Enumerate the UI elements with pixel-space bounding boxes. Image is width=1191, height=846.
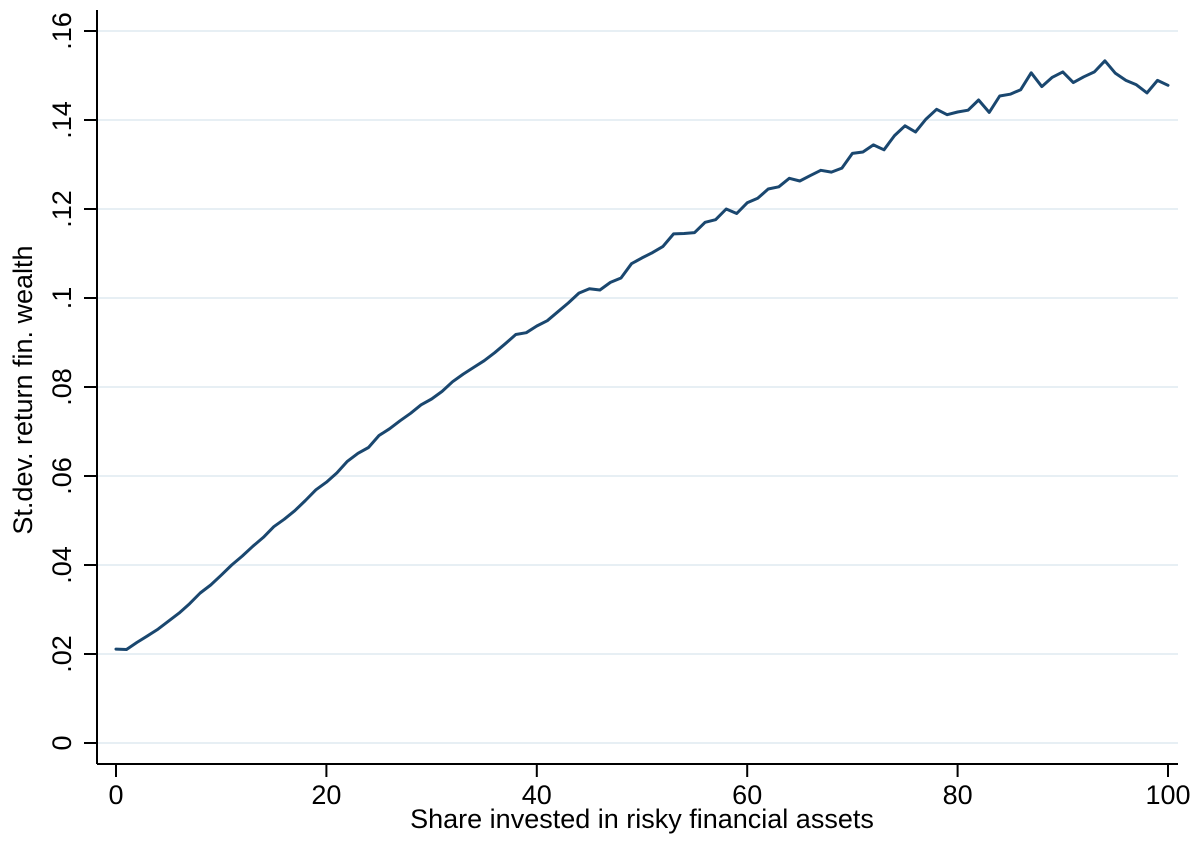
x-tick-label: 20	[311, 780, 341, 810]
y-tick-label: .02	[47, 635, 77, 673]
x-ticks: 0 20 40 60 80 100	[108, 764, 1191, 810]
gridlines	[97, 30, 1178, 744]
y-tick-label: .14	[47, 101, 77, 139]
x-tick-label: 40	[522, 780, 552, 810]
y-tick-label: .08	[47, 368, 77, 406]
y-tick-label: 0	[47, 735, 77, 750]
y-tick-label: .12	[47, 190, 77, 228]
y-tick-label: .16	[47, 12, 77, 50]
y-tick-label: .04	[47, 546, 77, 584]
y-ticks: 0 .02 .04 .06 .08 .1 .12 .14 .16	[47, 12, 97, 751]
y-tick-label: .1	[47, 287, 77, 310]
x-tick-label: 60	[732, 780, 762, 810]
x-axis-title: Share invested in risky financial assets	[410, 804, 874, 834]
x-tick-label: 0	[108, 780, 123, 810]
x-tick-label: 80	[943, 780, 973, 810]
y-tick-label: .06	[47, 457, 77, 495]
y-axis-title: St.dev. return fin. wealth	[8, 245, 38, 534]
series-line	[114, 59, 1170, 651]
x-tick-label: 100	[1145, 780, 1190, 810]
series	[114, 59, 1170, 651]
